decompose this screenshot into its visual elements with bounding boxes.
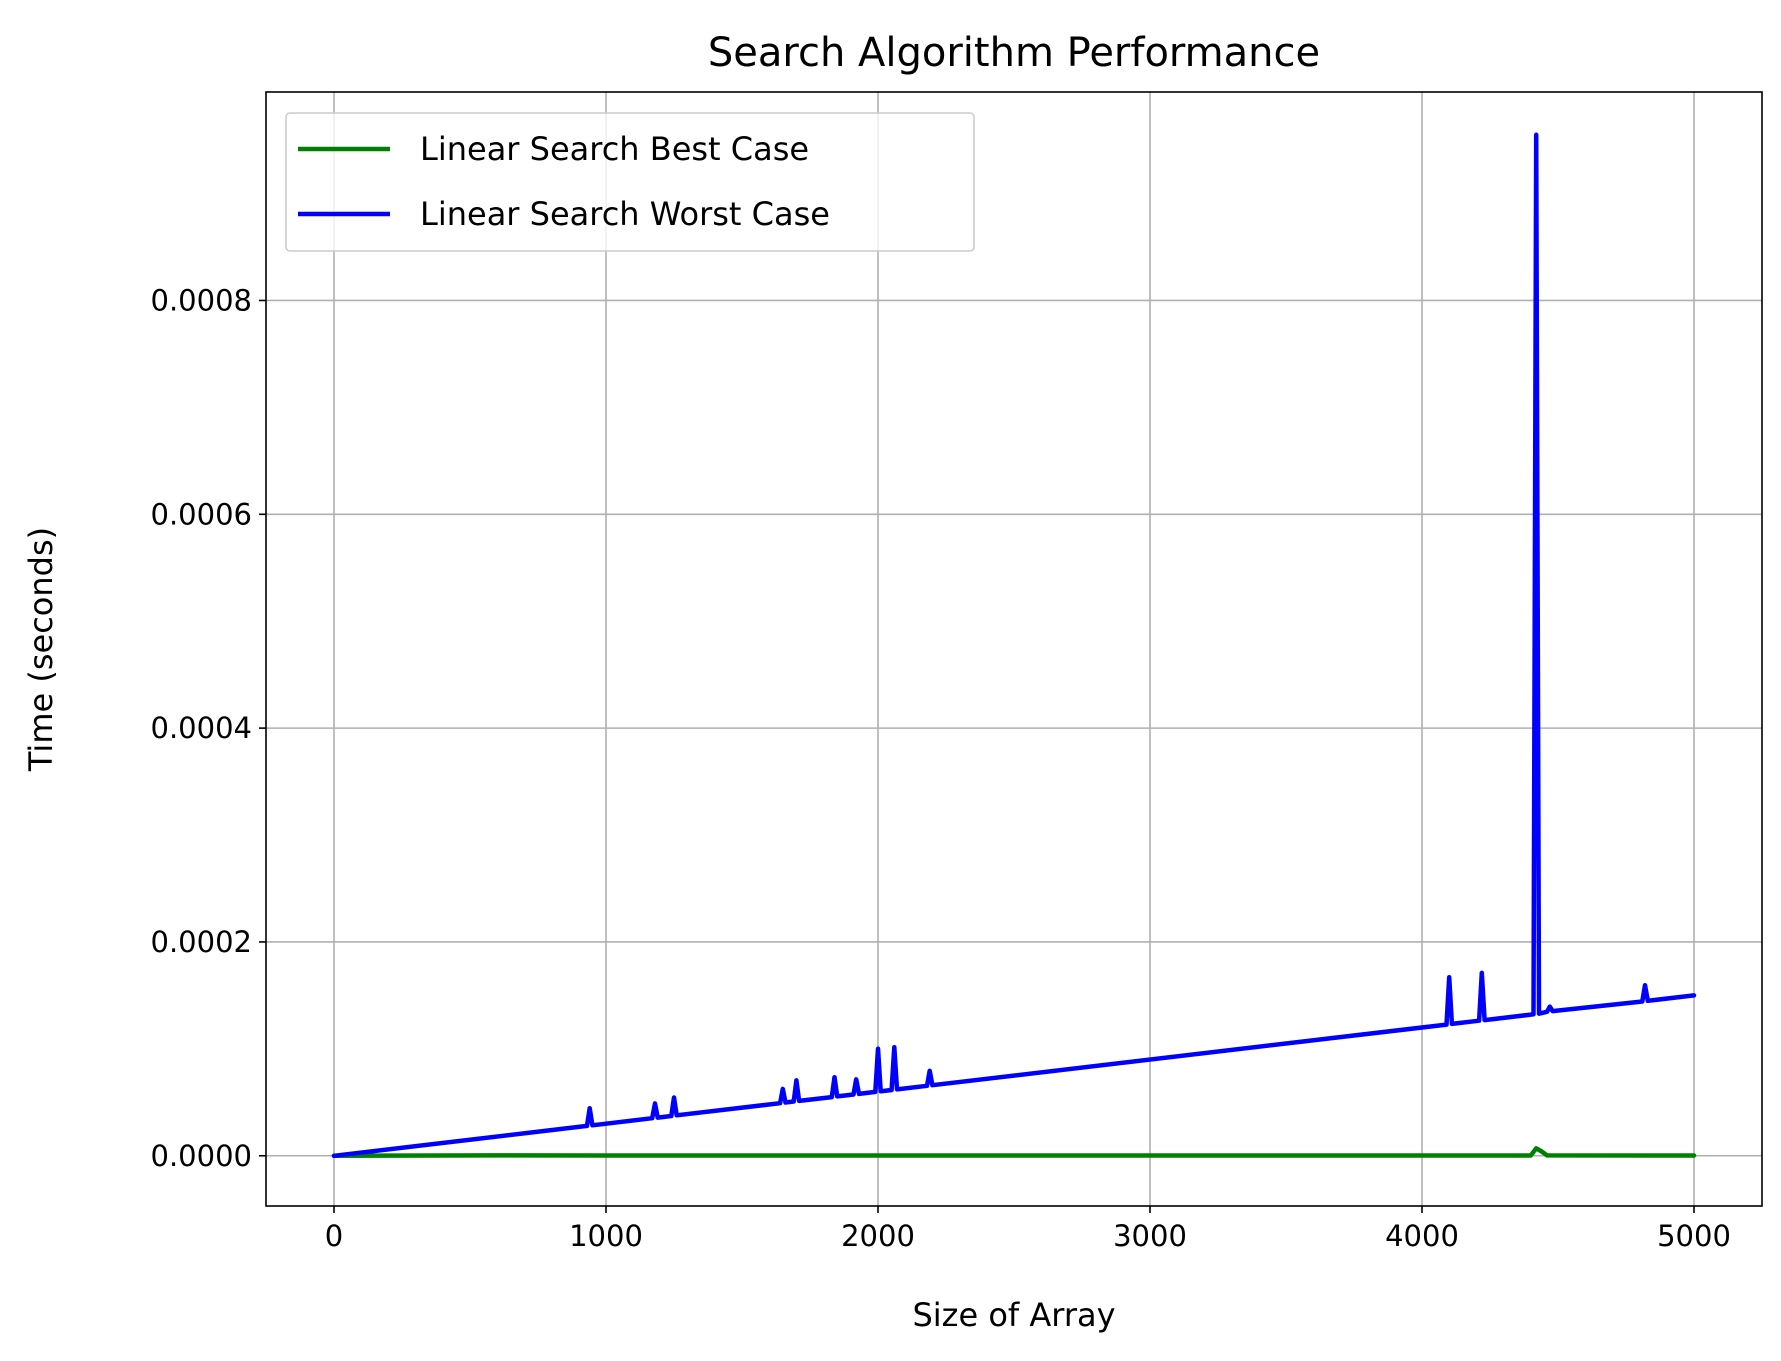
x-tick-label: 3000 — [1113, 1219, 1187, 1253]
y-axis-title: Time (seconds) — [22, 527, 60, 772]
x-tick-label: 0 — [325, 1219, 343, 1253]
x-tick-label: 5000 — [1657, 1219, 1731, 1253]
legend: Linear Search Best Case Linear Search Wo… — [285, 112, 975, 252]
series-lines — [331, 132, 1697, 1159]
plot-frame — [265, 91, 1763, 1207]
series-line-best-case — [331, 1146, 1697, 1159]
y-tick-label: 0.0000 — [151, 1139, 252, 1173]
x-tick-label: 2000 — [841, 1219, 915, 1253]
chart-title: Search Algorithm Performance — [708, 30, 1320, 76]
series-line-worst-case — [331, 132, 1697, 1159]
gridlines — [266, 92, 1762, 1206]
x-axis-title: Size of Array — [912, 1296, 1115, 1334]
y-tick-label: 0.0002 — [151, 925, 252, 959]
legend-label-worst-case: Linear Search Worst Case — [420, 195, 830, 233]
y-tick-label: 0.0006 — [151, 497, 252, 531]
axis-ticks: 0 1000 2000 3000 4000 5000 0.0000 0.0002 0.0004 0… — [151, 283, 1731, 1253]
y-tick-label: 0.0004 — [151, 711, 252, 745]
y-tick-label: 0.0008 — [151, 283, 252, 317]
legend-label-best-case: Linear Search Best Case — [420, 130, 809, 168]
x-tick-label: 4000 — [1385, 1219, 1459, 1253]
legend-box — [285, 112, 975, 252]
x-tick-label: 1000 — [569, 1219, 643, 1253]
